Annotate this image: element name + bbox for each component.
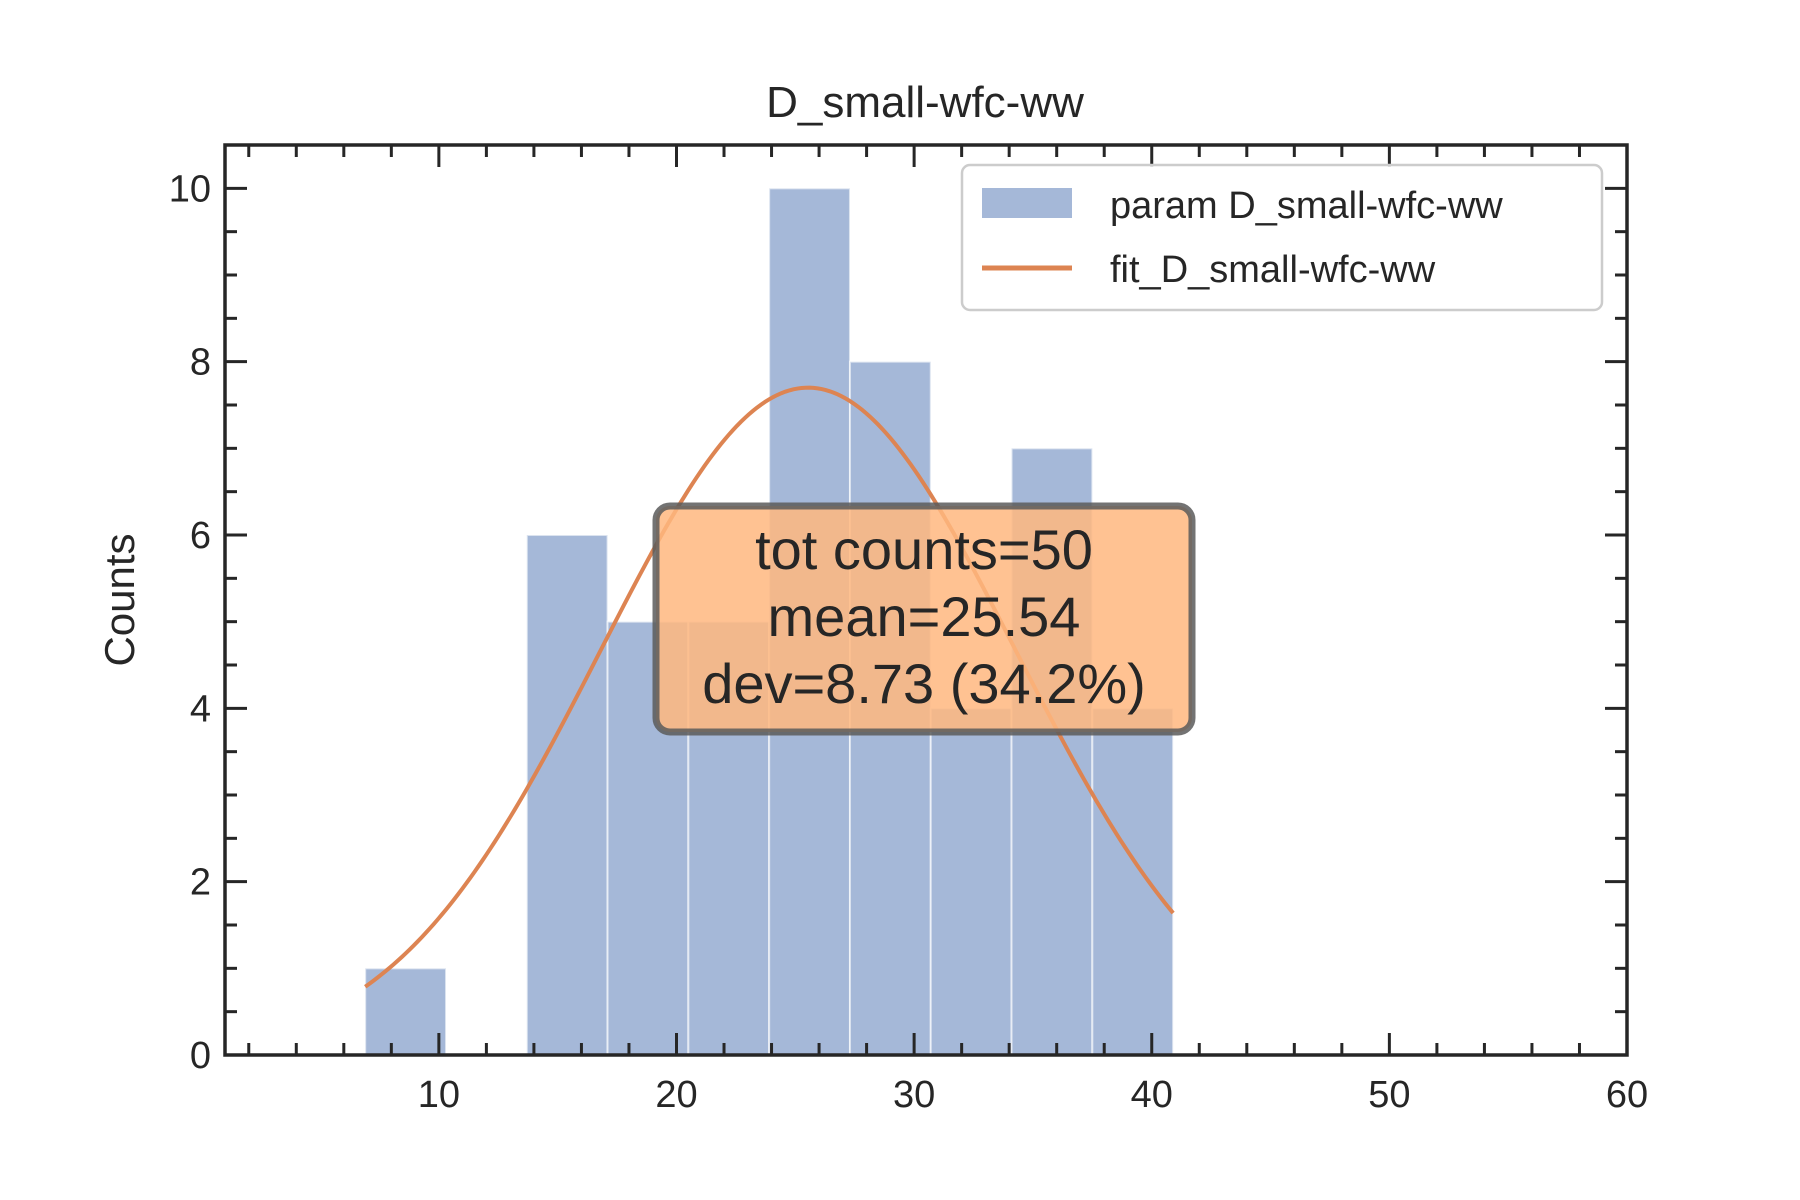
stats-box-background [652,502,1196,736]
x-tick-label: 30 [893,1074,935,1116]
stats-box: tot counts=50 mean=25.54 dev=8.73 (34.2%… [652,502,1196,736]
y-tick-label: 6 [190,515,211,557]
legend-box [960,163,1604,312]
legend-fit-label: fit_D_small-wfc-ww [1110,249,1436,291]
histogram-bar [929,707,1013,1056]
y-tick-label: 8 [190,342,211,384]
stats-total-counts: tot counts=50 [755,518,1093,581]
legend: param D_small-wfc-ww fit_D_small-wfc-ww [960,163,1604,312]
legend-histogram-label: param D_small-wfc-ww [1110,185,1503,227]
histogram-bar [1091,707,1175,1056]
axis-ticks: 10 20 30 40 50 60 0 2 4 6 8 10 [169,145,1648,1116]
chart-title: D_small-wfc-ww [766,78,1084,127]
x-tick-label: 20 [655,1074,697,1116]
stats-deviation: dev=8.73 (34.2%) [702,652,1146,715]
legend-histogram-swatch [982,188,1072,218]
histogram-bar [525,534,609,1056]
x-tick-label: 50 [1368,1074,1410,1116]
stats-mean: mean=25.54 [768,585,1081,648]
y-tick-label: 2 [190,862,211,904]
x-tick-label: 60 [1606,1074,1648,1116]
y-tick-label: 0 [190,1035,211,1077]
y-tick-label: 10 [169,168,211,210]
x-tick-label: 40 [1131,1074,1173,1116]
y-axis-label: Counts [96,533,143,666]
y-tick-label: 4 [190,688,211,730]
histogram-bar [364,967,447,1056]
x-tick-label: 10 [418,1074,460,1116]
plot-frame [223,143,1629,1057]
